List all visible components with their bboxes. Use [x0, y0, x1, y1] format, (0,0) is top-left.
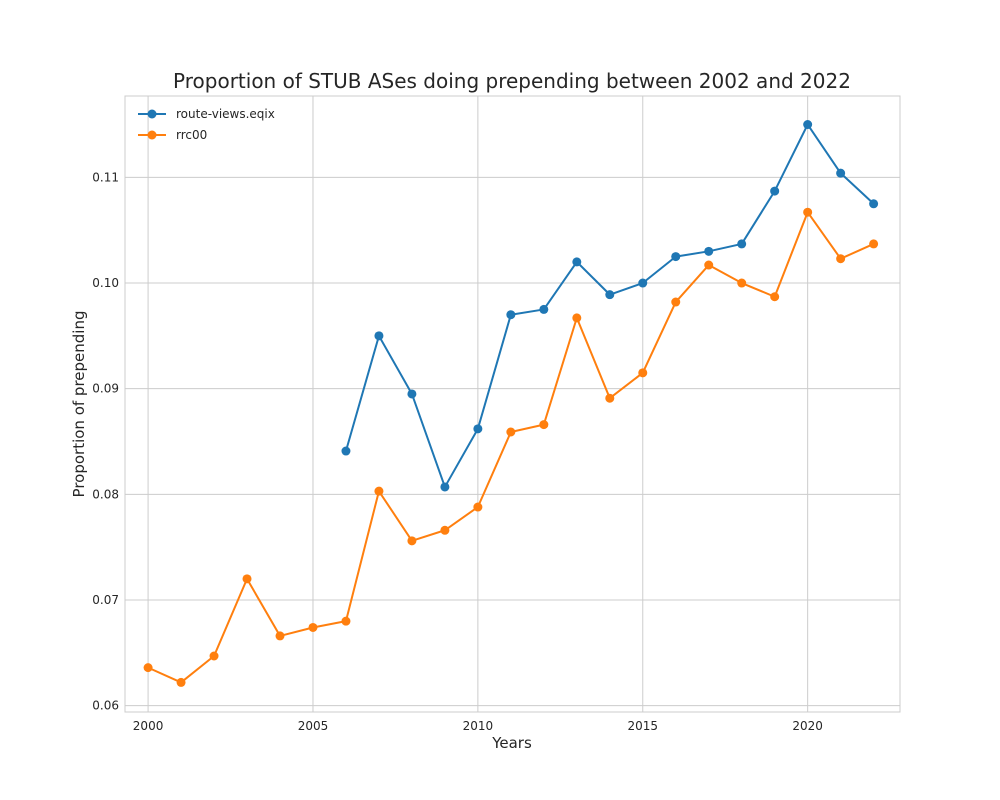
data-point [407, 389, 417, 399]
data-point [704, 260, 714, 270]
legend-item: route-views.eqix [138, 107, 275, 121]
data-point [605, 393, 615, 403]
x-tick-label: 2000 [133, 719, 164, 733]
y-tick-label: 0.07 [92, 593, 119, 607]
data-point [539, 420, 549, 430]
data-point [506, 310, 516, 320]
legend: route-views.eqix rrc00 [138, 107, 275, 142]
legend-label: rrc00 [176, 128, 207, 142]
data-point [176, 677, 186, 687]
y-tick-label: 0.08 [92, 487, 119, 501]
data-point [143, 663, 153, 673]
data-point [374, 486, 384, 496]
x-tick-label: 2015 [627, 719, 658, 733]
data-point [473, 424, 483, 434]
legend-label: route-views.eqix [176, 107, 275, 121]
data-point [770, 186, 780, 196]
grid [125, 96, 900, 712]
x-axis-label: Years [491, 734, 532, 752]
data-point [803, 207, 813, 217]
data-point [440, 482, 450, 492]
data-point [440, 525, 450, 535]
data-point [638, 278, 648, 288]
data-point [572, 257, 582, 267]
data-point [209, 651, 219, 661]
data-point [671, 252, 681, 262]
x-axis-ticks: 2000 2005 2010 2015 2020 [133, 719, 823, 733]
y-tick-label: 0.10 [92, 276, 119, 290]
data-point [341, 446, 351, 456]
data-point [869, 239, 879, 249]
data-point [638, 368, 648, 378]
data-point [770, 292, 780, 302]
y-axis-label: Proportion of prepending [70, 311, 88, 498]
series-line [344, 123, 875, 488]
y-tick-label: 0.06 [92, 699, 119, 713]
data-point [737, 239, 747, 249]
legend-marker [147, 109, 157, 119]
x-tick-label: 2020 [792, 719, 823, 733]
y-axis-ticks: 0.06 0.07 0.08 0.09 0.10 0.11 [92, 170, 119, 712]
legend-marker [147, 130, 157, 140]
data-point [506, 427, 516, 437]
data-point [407, 536, 417, 546]
data-point [836, 254, 846, 264]
x-tick-label: 2010 [463, 719, 494, 733]
data-point [374, 331, 384, 341]
data-point [737, 278, 747, 288]
y-tick-label: 0.11 [92, 170, 119, 184]
y-tick-label: 0.09 [92, 382, 119, 396]
data-point [605, 290, 615, 300]
data-point [869, 199, 879, 209]
chart-title: Proportion of STUB ASes doing prepending… [173, 69, 851, 93]
series-group [143, 120, 879, 687]
data-point [803, 120, 813, 130]
series-route-views.eqix [341, 120, 879, 492]
data-point [275, 631, 285, 641]
plot-frame [124, 95, 901, 713]
legend-item: rrc00 [138, 128, 207, 142]
data-point [704, 246, 714, 256]
data-point [836, 168, 846, 178]
data-point [572, 313, 582, 323]
series-rrc00 [143, 207, 879, 687]
data-point [308, 622, 318, 632]
data-point [341, 616, 351, 626]
data-point [473, 502, 483, 512]
data-point [242, 574, 252, 584]
data-point [539, 304, 549, 314]
data-point [671, 297, 681, 307]
x-tick-label: 2005 [298, 719, 329, 733]
